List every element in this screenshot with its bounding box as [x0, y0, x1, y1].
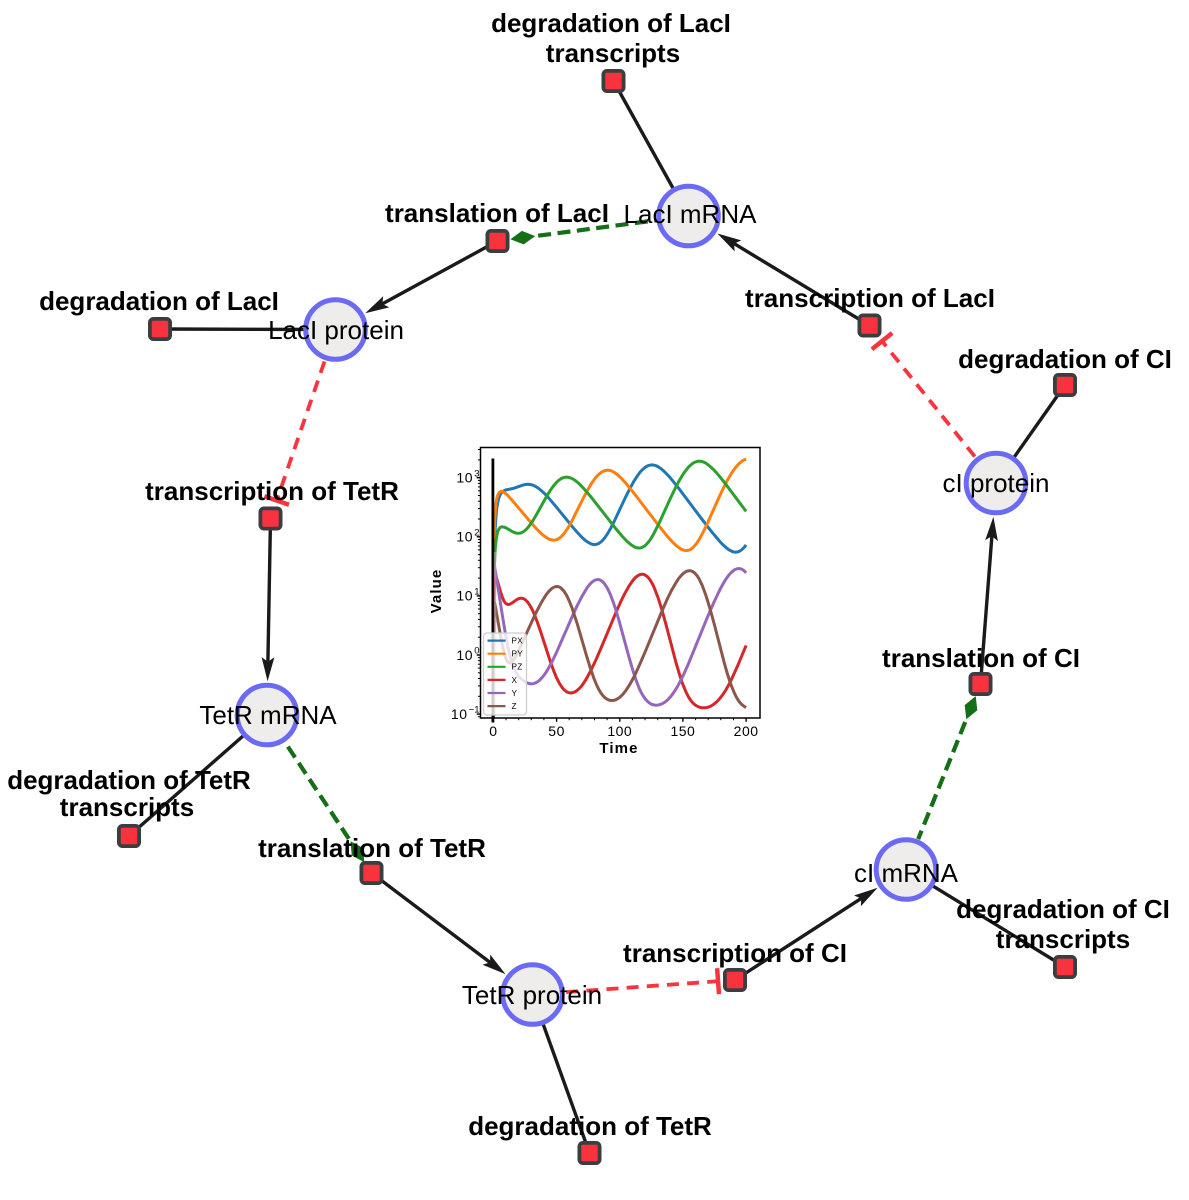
svg-text:10: 10 [456, 647, 473, 663]
svg-text:2: 2 [474, 527, 479, 538]
svg-text:3: 3 [474, 468, 479, 479]
svg-text:degradation of LacI: degradation of LacI [491, 8, 731, 38]
svg-text:degradation of TetR: degradation of TetR [7, 765, 251, 795]
svg-text:0: 0 [489, 723, 497, 739]
svg-text:LacI protein: LacI protein [268, 315, 404, 345]
svg-text:PZ: PZ [512, 663, 523, 672]
svg-text:10: 10 [456, 470, 473, 486]
svg-text:200: 200 [734, 723, 759, 739]
svg-text:degradation of LacI: degradation of LacI [39, 286, 279, 316]
svg-text:transcription of TetR: transcription of TetR [145, 476, 399, 506]
svg-text:TetR protein: TetR protein [462, 980, 602, 1010]
svg-text:cI mRNA: cI mRNA [854, 858, 959, 888]
svg-text:translation of CI: translation of CI [882, 643, 1080, 673]
svg-text:degradation of CI: degradation of CI [956, 894, 1170, 924]
svg-text:100: 100 [607, 723, 632, 739]
svg-text:Y: Y [512, 689, 518, 698]
svg-text:transcripts: transcripts [546, 38, 680, 68]
svg-text:translation of TetR: translation of TetR [258, 833, 486, 863]
svg-text:cI protein: cI protein [943, 468, 1050, 498]
svg-text:degradation of TetR: degradation of TetR [468, 1111, 712, 1141]
svg-text:Value: Value [428, 569, 445, 614]
svg-text:transcripts: transcripts [60, 792, 194, 822]
svg-text:transcription of CI: transcription of CI [623, 938, 847, 968]
svg-text:50: 50 [548, 723, 565, 739]
svg-text:degradation of CI: degradation of CI [958, 344, 1172, 374]
svg-text:transcription of LacI: transcription of LacI [745, 283, 995, 313]
svg-text:TetR mRNA: TetR mRNA [199, 700, 337, 730]
svg-text:−1: −1 [469, 705, 480, 716]
svg-text:1: 1 [474, 587, 479, 598]
svg-text:0: 0 [474, 646, 479, 657]
svg-text:PY: PY [512, 650, 524, 659]
svg-text:transcripts: transcripts [996, 924, 1130, 954]
svg-text:PX: PX [512, 637, 524, 646]
svg-text:Time: Time [599, 740, 638, 757]
svg-text:Z: Z [512, 702, 517, 711]
svg-text:150: 150 [670, 723, 695, 739]
svg-text:X: X [512, 676, 518, 685]
svg-text:10: 10 [456, 529, 473, 545]
svg-text:10: 10 [451, 706, 468, 722]
svg-text:10: 10 [456, 588, 473, 604]
svg-text:LacI mRNA: LacI mRNA [624, 199, 758, 229]
svg-text:translation of LacI: translation of LacI [385, 198, 609, 228]
